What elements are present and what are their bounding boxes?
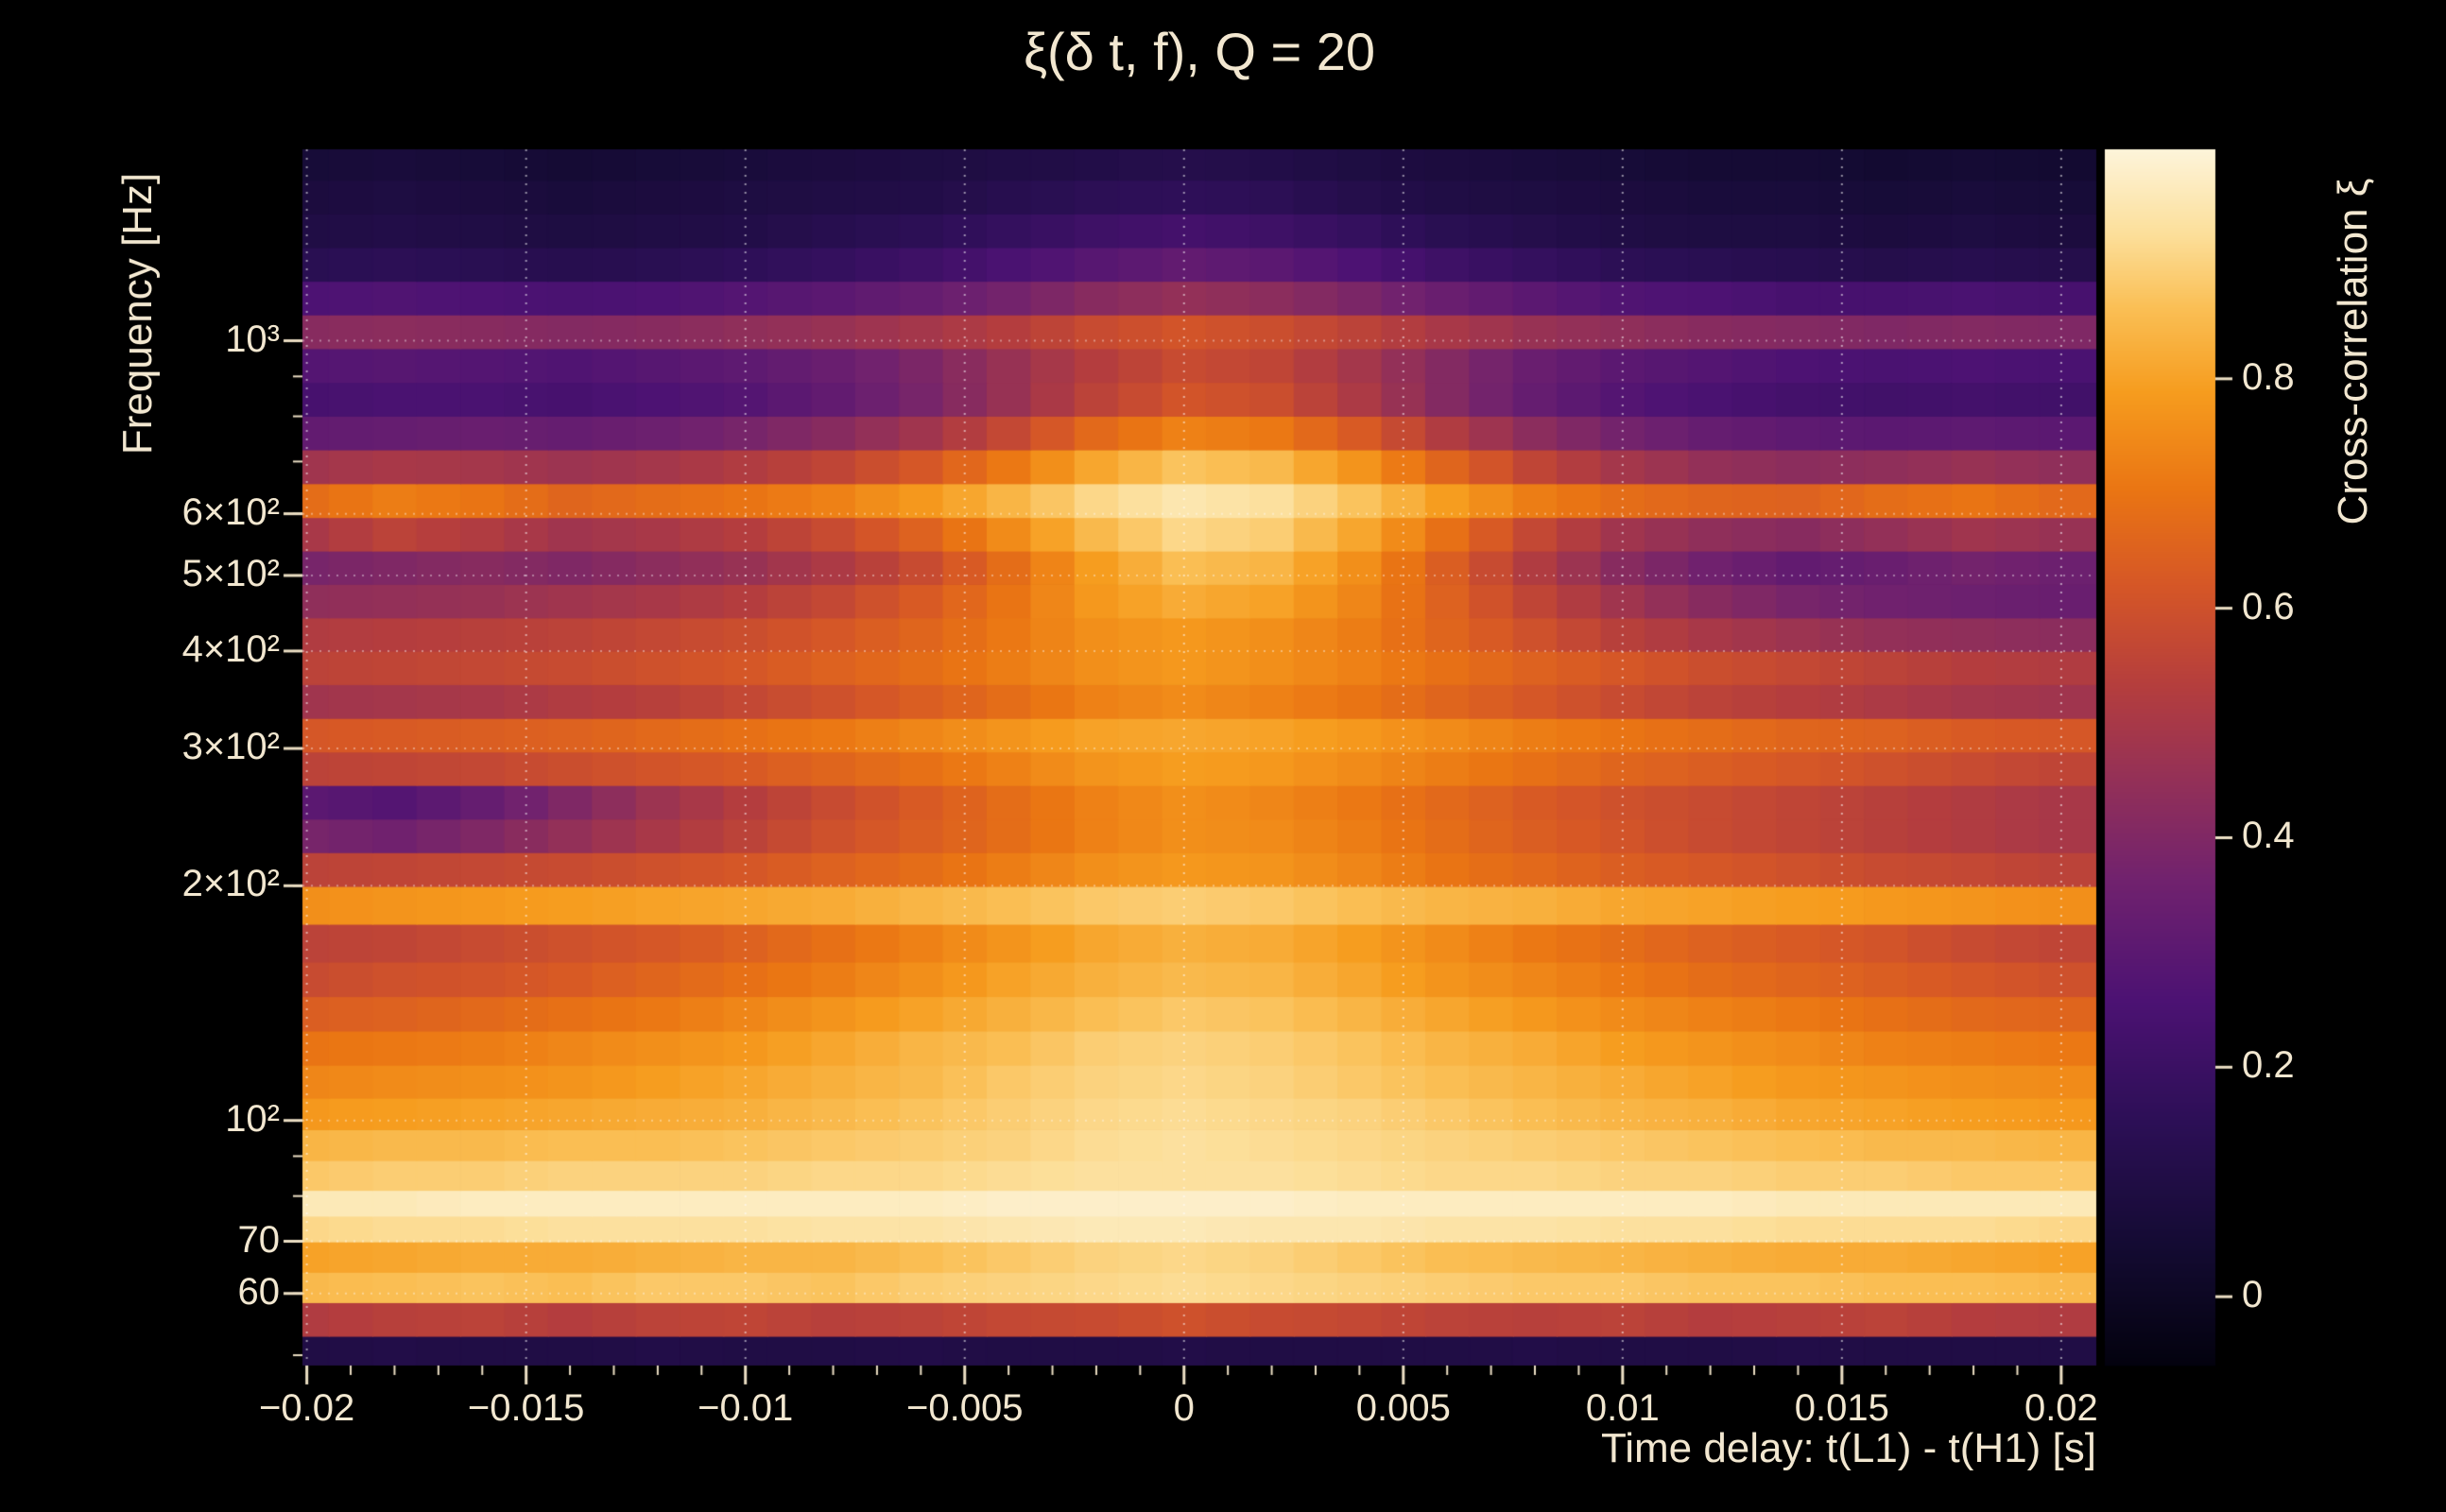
colorbar-label: Cross-correlation ξ: [2330, 178, 2376, 525]
x-tick-label: 0.01: [1585, 1387, 1660, 1429]
x-tick-label: 0: [1173, 1387, 1195, 1429]
y-tick-label: 3×10²: [181, 726, 280, 768]
colorbar-tick-label: 0.8: [2242, 355, 2295, 398]
y-tick-label: 10³: [225, 318, 280, 360]
y-axis-label: Frequency [Hz]: [114, 172, 161, 455]
y-tick-label: 5×10²: [181, 552, 280, 594]
y-tick-label: 10²: [225, 1097, 280, 1140]
x-tick-label: 0.02: [2024, 1387, 2098, 1429]
x-tick-label: −0.015: [467, 1387, 585, 1429]
colorbar-tick-label: 0.2: [2242, 1044, 2295, 1087]
x-tick-label: 0.015: [1794, 1387, 1889, 1429]
colorbar-tick-label: 0.6: [2242, 585, 2295, 627]
y-tick-label: 70: [237, 1218, 281, 1261]
y-tick-label: 4×10²: [181, 627, 280, 670]
x-tick-label: −0.01: [698, 1387, 794, 1429]
y-tick-label: 6×10²: [181, 490, 280, 533]
x-tick-label: 0.005: [1355, 1387, 1451, 1429]
x-axis-label: Time delay: t(L1) - t(H1) [s]: [1600, 1425, 2096, 1471]
y-tick-label: 60: [237, 1270, 281, 1313]
x-tick-label: −0.005: [905, 1387, 1024, 1429]
colorbar-tick-label: 0.4: [2242, 815, 2295, 857]
x-tick-label: −0.02: [259, 1387, 355, 1429]
figure-title: ξ(δ t, f), Q = 20: [1023, 22, 1376, 81]
y-tick-label: 2×10²: [181, 863, 280, 905]
colorbar-tick-label: 0: [2242, 1274, 2264, 1316]
